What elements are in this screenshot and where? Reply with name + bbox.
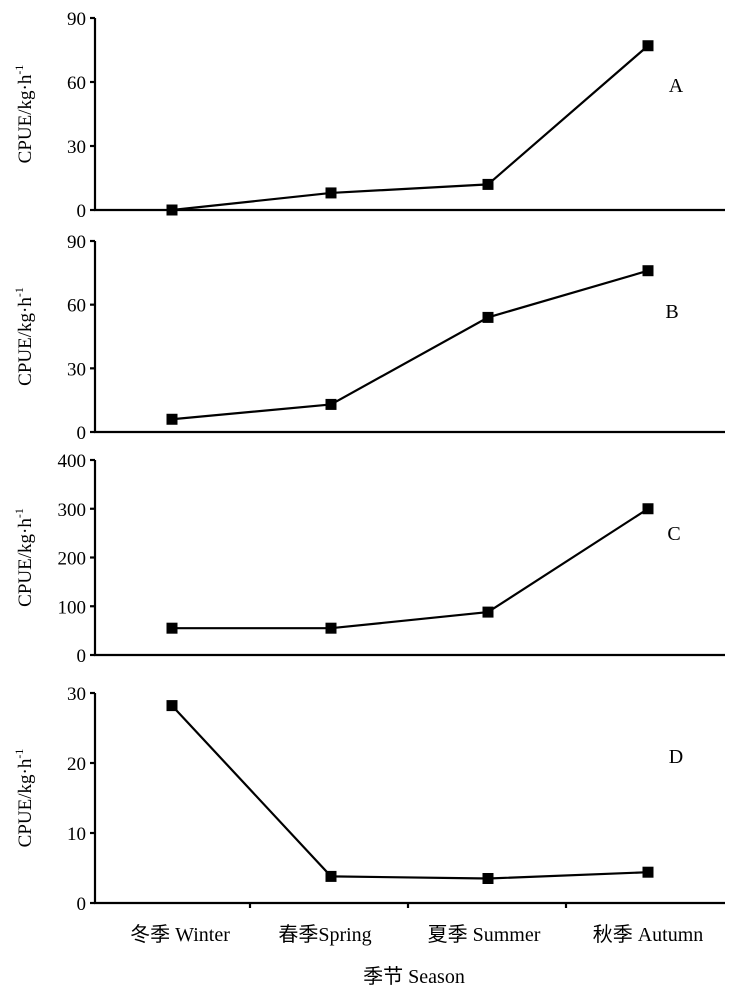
- x-category-label: 冬季 Winter: [130, 923, 230, 946]
- series-line: [172, 507, 649, 630]
- x-category-labels: 冬季 Winter 春季Spring 夏季 Summer 秋季 Autumn: [130, 923, 703, 946]
- panel-c: 0 100 200 300 400 CPUE/kg·h-1 C: [12, 451, 725, 667]
- panel-d: 0 10 20 30 CPUE/kg·h-1 D: [12, 684, 725, 915]
- y-axis-label-text: CPUE/kg·h: [15, 758, 36, 847]
- y-axis-label-text: CPUE/kg·h: [15, 297, 36, 386]
- y-axis-label-text: CPUE/kg·h: [15, 74, 36, 163]
- y-tick-label: 0: [77, 646, 87, 667]
- y-tick-label: 60: [67, 296, 86, 317]
- data-point: [482, 873, 494, 884]
- y-axis-label: CPUE/kg·h-1: [12, 508, 36, 607]
- x-axis-title: 季节 Season: [363, 965, 465, 987]
- data-point: [166, 413, 178, 425]
- y-axis-label: CPUE/kg·h-1: [12, 65, 36, 164]
- x-category-label: 秋季 Autumn: [593, 923, 704, 946]
- y-tick-label: 20: [67, 754, 86, 775]
- chart-panels: 0306090CPUE/kg·h-1A0306090CPUE/kg·h-1B01…: [12, 9, 725, 915]
- data-point: [166, 700, 178, 712]
- y-tick-label: 30: [67, 137, 86, 158]
- panel-a: 0 30 60 90 CPUE/kg·h-1 A: [12, 9, 725, 222]
- y-axis-label-superscript: -1: [12, 508, 26, 518]
- y-axis-label-superscript: -1: [12, 287, 26, 297]
- y-tick-label: 10: [67, 824, 86, 845]
- series-line: [171, 704, 649, 880]
- data-point: [166, 622, 178, 634]
- y-axis-label: CPUE/kg·h-1: [12, 287, 36, 386]
- y-tick-label: 30: [67, 684, 86, 705]
- series-line: [171, 269, 649, 421]
- y-tick-label: 400: [58, 451, 87, 472]
- series-line: [171, 44, 649, 212]
- y-tick-label: 90: [67, 232, 86, 253]
- y-tick-label: 30: [67, 359, 86, 380]
- y-axis-label-superscript: -1: [12, 749, 26, 759]
- y-axis-label-superscript: -1: [12, 65, 26, 75]
- y-axis-label: CPUE/kg·h-1: [12, 749, 36, 848]
- y-tick-label: 60: [67, 73, 86, 94]
- data-point: [325, 870, 337, 882]
- panel-label: B: [665, 301, 678, 323]
- data-point: [482, 606, 494, 618]
- y-tick-label: 0: [77, 423, 87, 444]
- y-tick-label: 90: [67, 9, 86, 30]
- data-point: [325, 398, 337, 410]
- y-tick-label: 100: [58, 597, 87, 618]
- data-point: [642, 866, 654, 878]
- panel-label: C: [667, 523, 680, 545]
- x-category-label: 春季Spring: [278, 923, 371, 946]
- y-tick-label: 200: [58, 549, 87, 570]
- y-tick-label: 0: [77, 201, 87, 222]
- data-point: [482, 178, 494, 190]
- y-tick-label: 0: [77, 894, 87, 915]
- panel-label: A: [669, 75, 684, 97]
- data-point: [482, 311, 494, 323]
- data-point: [642, 40, 654, 52]
- y-tick-label: 300: [58, 500, 87, 521]
- data-point: [642, 503, 654, 515]
- panel-label: D: [669, 746, 683, 768]
- data-point: [642, 265, 654, 277]
- data-point: [325, 187, 337, 199]
- data-point: [166, 204, 178, 216]
- y-axis-label-text: CPUE/kg·h: [15, 518, 36, 607]
- data-point: [325, 622, 337, 634]
- x-category-label: 夏季 Summer: [428, 923, 541, 946]
- panel-b: 0 30 60 90 CPUE/kg·h-1 B: [12, 232, 725, 444]
